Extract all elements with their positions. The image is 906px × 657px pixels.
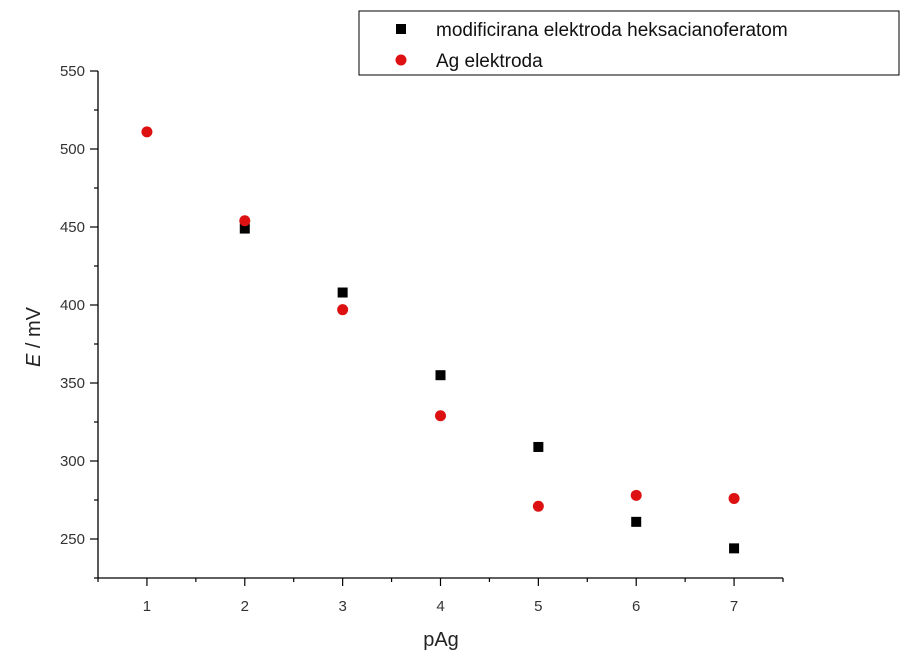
data-point-series-2 [435, 410, 446, 422]
data-point-series-1 [729, 543, 740, 554]
axis-ticks: 1 2 3 4 5 6 7 250 300 350 400 450 500 550 [60, 63, 784, 615]
x-tick-label: 6 [632, 598, 640, 615]
legend-marker-square [396, 24, 406, 34]
data-point-series-1 [631, 516, 642, 527]
x-tick-label: 7 [730, 598, 738, 615]
data-point-series-2 [141, 126, 153, 138]
data-point-series-1 [435, 370, 446, 381]
data-point-series-1 [337, 287, 348, 298]
y-tick-label: 450 [60, 219, 85, 236]
legend-marker-circle [395, 54, 407, 66]
data-point-series-2 [630, 489, 642, 501]
data-markers [141, 126, 740, 554]
legend-box [358, 10, 900, 76]
x-tick-label: 5 [534, 598, 542, 615]
y-tick-label: 250 [60, 531, 85, 548]
data-point-series-2 [239, 215, 251, 227]
axes [97, 71, 783, 579]
data-point-series-2 [337, 304, 349, 316]
data-point-series-1 [239, 223, 250, 234]
y-axis-title: E / mV [23, 306, 45, 367]
y-tick-label: 500 [60, 141, 85, 158]
x-tick-label: 1 [143, 598, 151, 615]
y-axis-title-symbol: E [23, 353, 45, 367]
legend-label-series-2: Ag elektroda [436, 51, 543, 72]
x-axis-title: pAg [423, 629, 459, 651]
data-point-series-2 [532, 500, 544, 512]
data-point-series-2 [728, 492, 740, 504]
y-tick-label: 300 [60, 453, 85, 470]
y-axis-title-unit: / mV [23, 306, 45, 353]
x-tick-label: 3 [338, 598, 346, 615]
y-tick-label: 350 [60, 375, 85, 392]
y-tick-label: 550 [60, 63, 85, 80]
legend: modificirana elektroda heksacianoferatom… [358, 10, 900, 76]
data-point-series-1 [533, 441, 544, 452]
y-tick-label: 400 [60, 297, 85, 314]
legend-label-series-1: modificirana elektroda heksacianoferatom [436, 20, 788, 41]
x-tick-label: 4 [436, 598, 444, 615]
x-tick-label: 2 [241, 598, 249, 615]
